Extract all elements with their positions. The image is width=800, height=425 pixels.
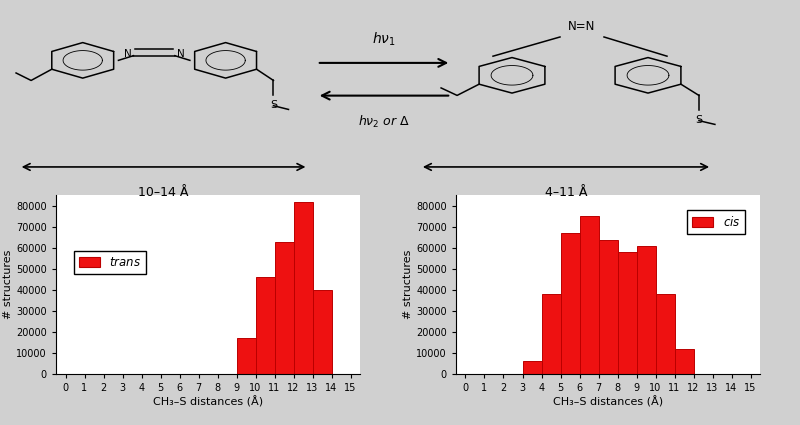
Bar (579, 216, 598, 374)
Text: $h\nu_2$ or $\Delta$: $h\nu_2$ or $\Delta$ (358, 114, 410, 130)
Text: 10–14 Å: 10–14 Å (138, 186, 189, 198)
Text: $h\nu_1$: $h\nu_1$ (372, 31, 396, 48)
Bar (294, 202, 313, 374)
Text: N=N: N=N (568, 20, 596, 33)
Bar (542, 294, 561, 374)
Legend: $\it{cis}$: $\it{cis}$ (687, 210, 745, 234)
Bar (237, 338, 255, 374)
Text: N: N (177, 49, 185, 59)
Y-axis label: # structures: # structures (3, 250, 14, 320)
Y-axis label: # structures: # structures (403, 250, 414, 320)
Bar (522, 361, 542, 374)
Text: S: S (270, 100, 277, 110)
Bar (598, 240, 618, 374)
Bar (561, 233, 579, 374)
Text: N: N (124, 49, 131, 59)
Bar (255, 278, 274, 374)
Legend: $\it{trans}$: $\it{trans}$ (74, 251, 146, 274)
Bar (655, 294, 674, 374)
X-axis label: CH₃–S distances (Å): CH₃–S distances (Å) (553, 396, 663, 407)
Text: S: S (695, 115, 702, 125)
Text: 4–11 Å: 4–11 Å (545, 186, 587, 198)
Bar (618, 252, 637, 374)
Bar (313, 290, 331, 374)
X-axis label: CH₃–S distances (Å): CH₃–S distances (Å) (153, 396, 263, 407)
Bar (637, 246, 655, 374)
Bar (274, 242, 294, 374)
Bar (674, 349, 694, 374)
